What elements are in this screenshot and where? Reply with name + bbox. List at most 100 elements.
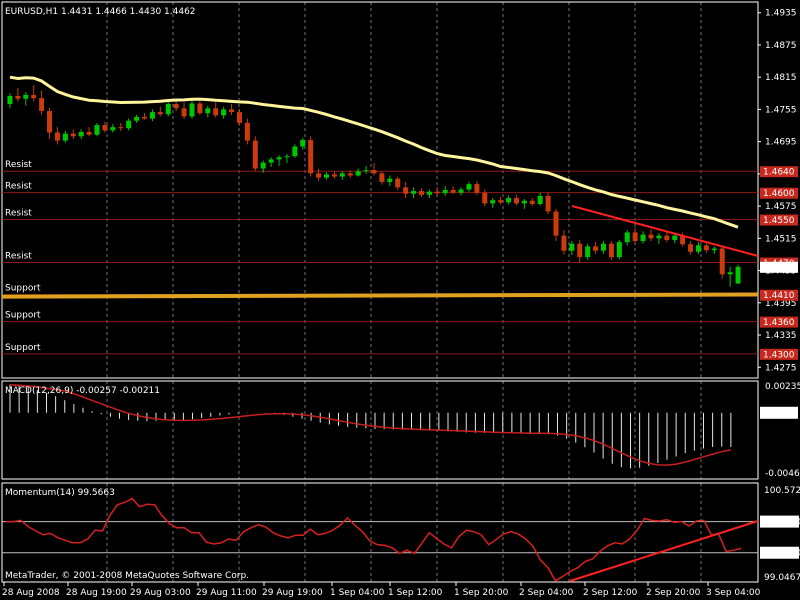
candle-body bbox=[672, 235, 678, 240]
time-axis-label: 28 Aug 2008 bbox=[2, 588, 60, 598]
candle-body bbox=[458, 189, 464, 193]
time-axis-label: 29 Aug 03:00 bbox=[130, 588, 191, 598]
candle-body bbox=[324, 174, 330, 178]
candle-body bbox=[47, 111, 53, 133]
candle-body bbox=[403, 187, 409, 194]
candle-body bbox=[466, 184, 472, 190]
candle-body bbox=[355, 171, 361, 176]
candle-body bbox=[331, 174, 337, 177]
candle-body bbox=[719, 248, 725, 275]
level-price-tag: 1.4550 bbox=[763, 216, 795, 226]
level-price-tag: 1.4360 bbox=[763, 318, 795, 328]
candle-body bbox=[292, 146, 298, 157]
candle-body bbox=[442, 190, 448, 194]
candle-body bbox=[252, 140, 258, 169]
candle-body bbox=[561, 235, 567, 251]
candle-body bbox=[110, 127, 116, 131]
candle-body bbox=[545, 195, 551, 212]
candle-body bbox=[513, 198, 519, 204]
candle-body bbox=[339, 173, 345, 177]
candle-body bbox=[244, 122, 250, 141]
level-price-tag-bg bbox=[760, 316, 798, 328]
candle-body bbox=[7, 96, 13, 105]
candle-body bbox=[656, 235, 662, 239]
level-price-tag-bg bbox=[760, 348, 798, 360]
candle-body bbox=[434, 191, 440, 194]
candle-body bbox=[387, 178, 393, 182]
candle-body bbox=[205, 108, 211, 114]
panel-frame-1 bbox=[1, 1, 759, 379]
level-label-resist: Resist bbox=[5, 182, 32, 192]
level-price-tag: 1.4410 bbox=[763, 291, 795, 301]
momentum-level-tag-bg bbox=[760, 515, 799, 528]
price-axis-label: 1.4515 bbox=[765, 234, 797, 244]
candle-body bbox=[149, 112, 155, 119]
candle-body bbox=[585, 246, 591, 258]
time-axis-label: 2 Sep 20:00 bbox=[646, 588, 701, 598]
candle-body bbox=[363, 170, 369, 172]
momentum-line bbox=[6, 497, 742, 582]
macd-axis-label: 0.00235 bbox=[765, 382, 800, 392]
level-price-tag: 1.4640 bbox=[763, 168, 795, 178]
copyright-text: MetaTrader, © 2001-2008 MetaQuotes Softw… bbox=[5, 571, 249, 581]
price-axis-label: 1.4575 bbox=[765, 202, 797, 212]
panel-frame-2 bbox=[1, 380, 759, 480]
time-axis-label: 1 Sep 04:00 bbox=[330, 588, 385, 598]
candle-body bbox=[260, 162, 266, 169]
candle-body bbox=[688, 244, 694, 252]
candle-body bbox=[157, 112, 163, 115]
candle-body bbox=[601, 243, 607, 251]
candle-body bbox=[15, 96, 21, 99]
candle-body bbox=[173, 104, 179, 109]
candle-body bbox=[498, 200, 504, 203]
time-axis-label: 2 Sep 04:00 bbox=[519, 588, 574, 598]
candle-body bbox=[236, 112, 242, 123]
candle-body bbox=[632, 232, 638, 242]
candle-body bbox=[593, 246, 599, 251]
trend-line-resistance bbox=[571, 205, 759, 257]
candle-body bbox=[371, 170, 377, 174]
momentum-axis-label: 100.0000 bbox=[764, 518, 800, 528]
candle-body bbox=[529, 200, 535, 204]
candle-body bbox=[411, 191, 417, 194]
candle-body bbox=[521, 200, 527, 204]
momentum-axis-label: 100.5722 bbox=[764, 486, 800, 496]
candle-body bbox=[553, 211, 559, 236]
candle-body bbox=[141, 116, 147, 119]
momentum-header: Momentum(14) 99.5663 bbox=[5, 488, 115, 498]
candle-body bbox=[506, 198, 512, 203]
candle-body bbox=[284, 156, 290, 158]
candle-body bbox=[616, 242, 622, 258]
momentum-level-tag-bg bbox=[760, 546, 799, 559]
candle-body bbox=[664, 235, 670, 240]
time-axis-label: 3 Sep 04:00 bbox=[706, 588, 761, 598]
price-axis-label: 1.4275 bbox=[765, 363, 797, 373]
panel-frame-3 bbox=[1, 482, 759, 583]
momentum-axis-label: 99.0467 bbox=[764, 573, 800, 583]
level-price-tag: 1.4600 bbox=[763, 189, 795, 199]
candle-body bbox=[229, 109, 235, 113]
macd-zero-tag-bg bbox=[760, 406, 798, 419]
support-band-line bbox=[1, 292, 759, 299]
candle-body bbox=[577, 243, 583, 258]
candle-body bbox=[268, 159, 274, 163]
candle-body bbox=[86, 131, 92, 135]
macd-axis-label: 0.0000 bbox=[765, 409, 797, 419]
price-axis-label: 1.4335 bbox=[765, 331, 797, 341]
momentum-trend-line bbox=[569, 520, 759, 582]
price-axis-label: 1.4695 bbox=[765, 138, 797, 148]
macd-header: MACD(12,26,9) -0.00257 -0.00211 bbox=[5, 386, 160, 396]
candle-body bbox=[102, 125, 108, 131]
candle-body bbox=[213, 108, 219, 116]
macd-axis-label: -0.00460 bbox=[765, 469, 800, 479]
candle-body bbox=[62, 133, 68, 141]
price-axis-label: 1.4935 bbox=[765, 9, 797, 19]
candle-body bbox=[711, 248, 717, 251]
moving-average-line bbox=[9, 75, 739, 229]
candle-body bbox=[426, 191, 432, 195]
candle-body bbox=[735, 266, 741, 284]
price-axis-label: 1.4395 bbox=[765, 299, 797, 309]
time-axis-label: 29 Aug 19:00 bbox=[262, 588, 323, 598]
price-axis-label: 1.4815 bbox=[765, 73, 797, 83]
